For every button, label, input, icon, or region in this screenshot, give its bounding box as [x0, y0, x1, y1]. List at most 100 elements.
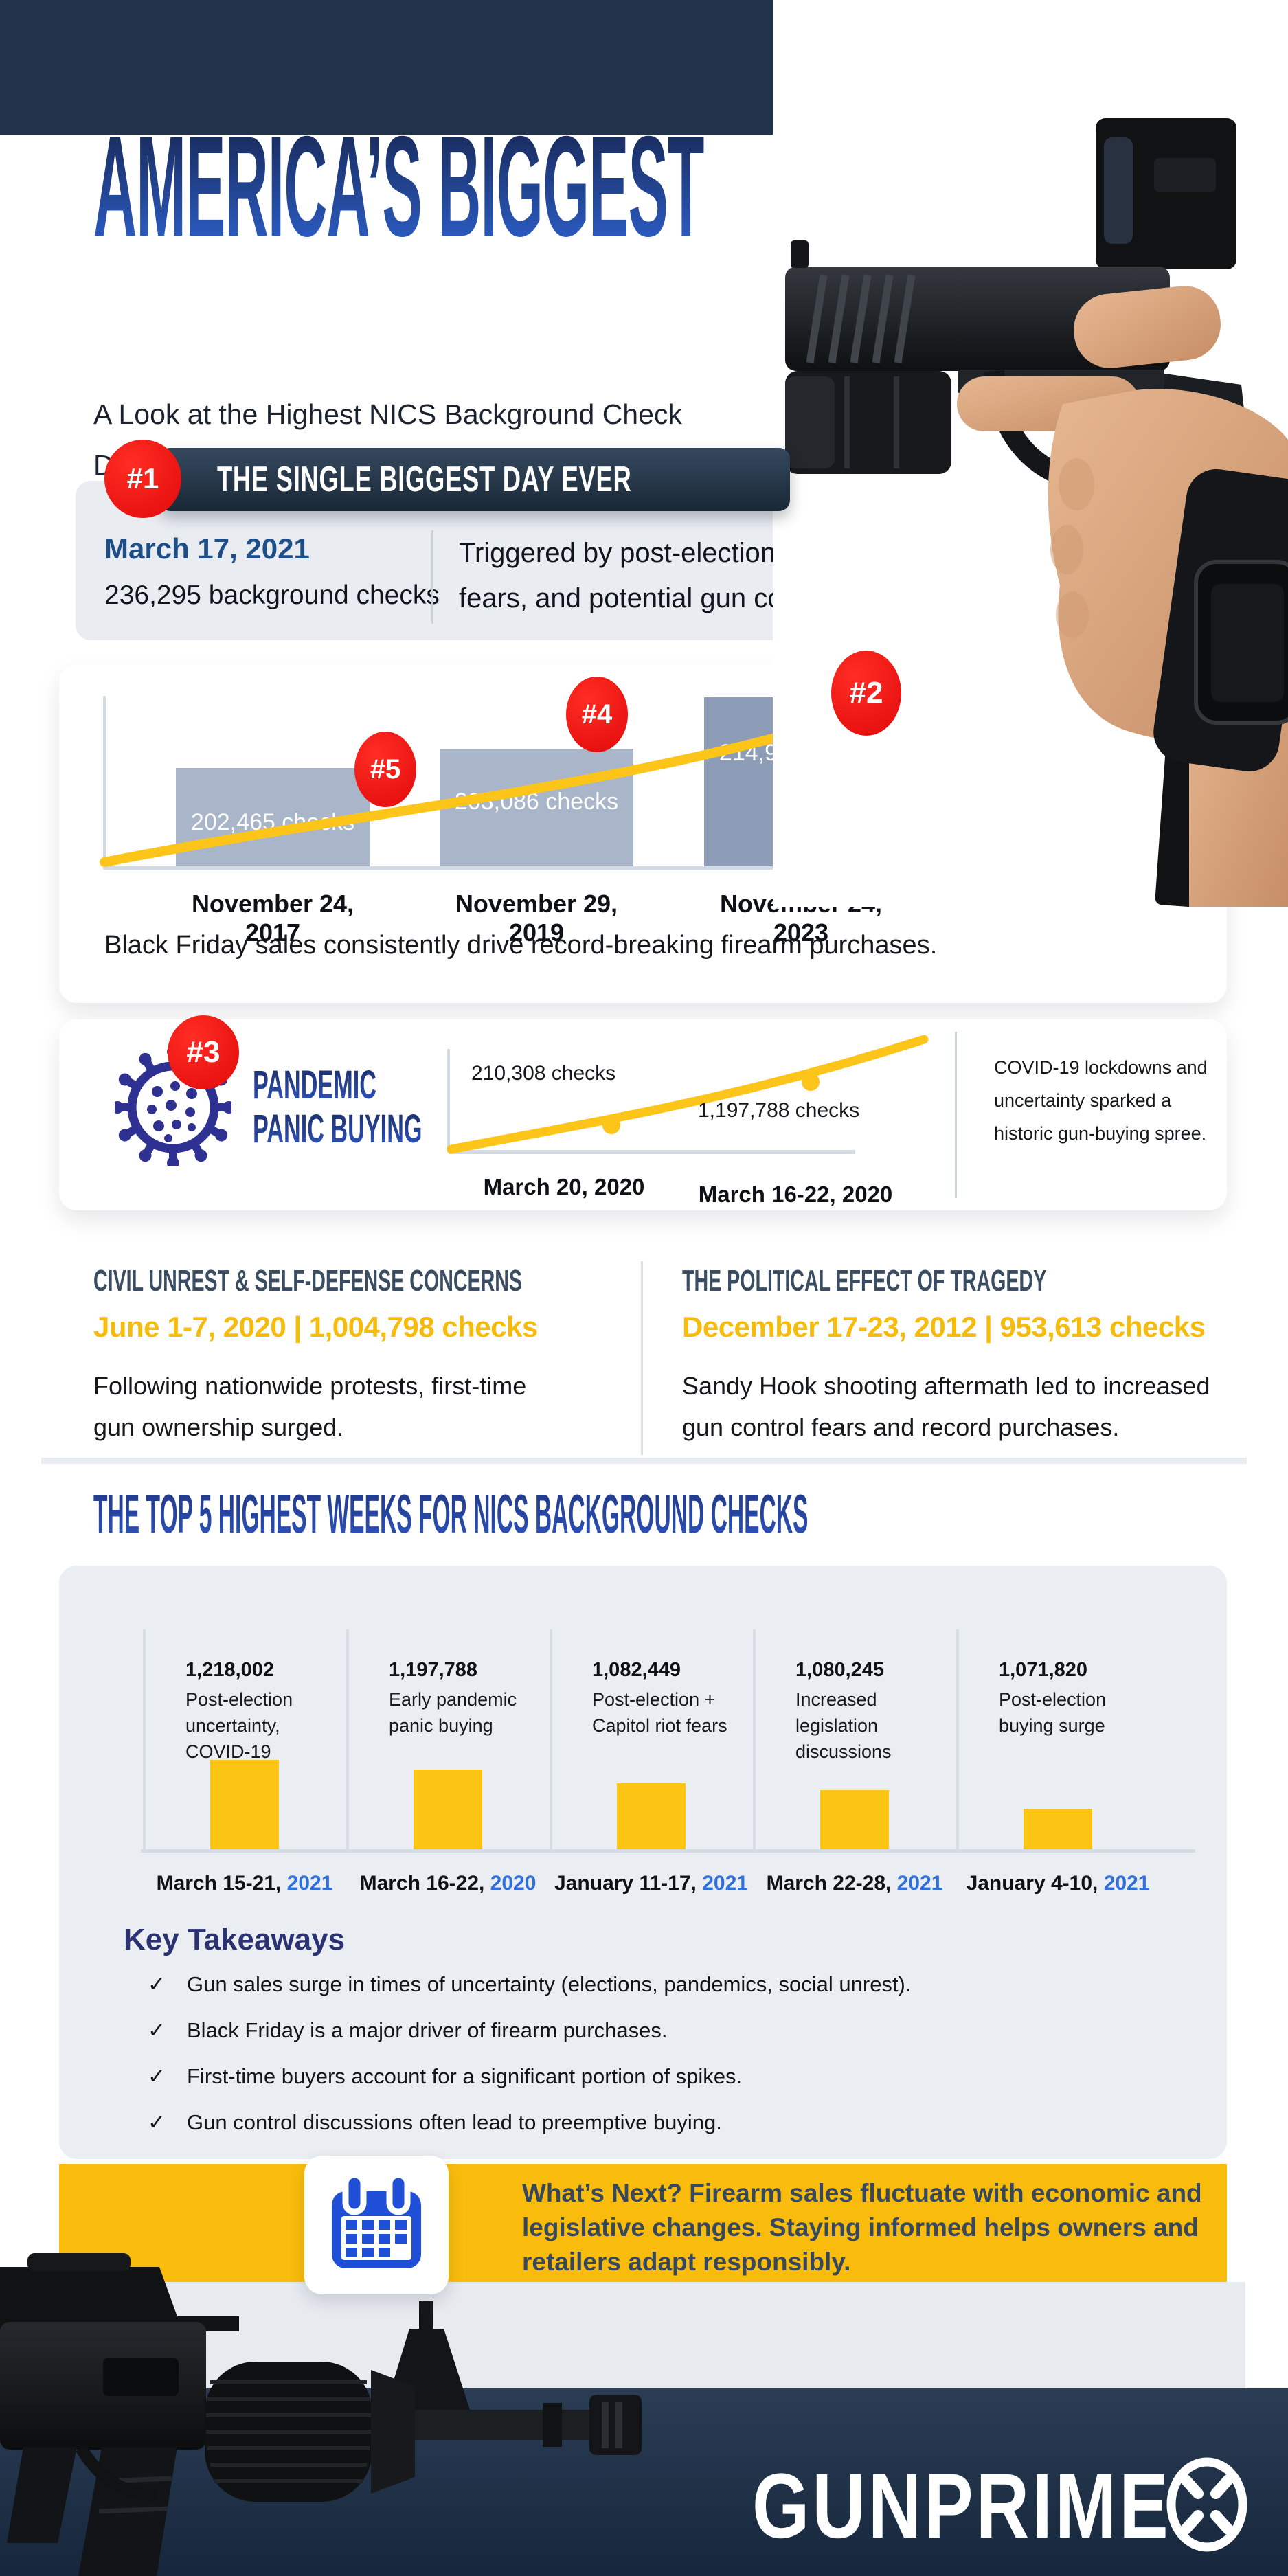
top5-date-1-prefix: March 15-21,	[156, 1872, 287, 1895]
brand-wordmark: GUNPRIME	[752, 2461, 1276, 2553]
top5-bar-3	[617, 1783, 686, 1851]
top5-rank-3-text: 3	[633, 1565, 669, 1656]
single-biggest-day-stat: 236,295 background checks	[104, 580, 440, 610]
top5-bar-5	[1024, 1809, 1092, 1851]
top5-column-2: 2 1,197,788 Early pandemic panic buying …	[346, 1566, 550, 1909]
column-divider	[956, 1629, 959, 1851]
top5-date-3-year: 2021	[702, 1872, 748, 1895]
top5-date-1: March 15-21, 2021	[143, 1872, 346, 1895]
top5-date-3: January 11-17, 2021	[550, 1872, 753, 1895]
top5-date-5-year: 2021	[1103, 1872, 1150, 1895]
top5-date-2-prefix: March 16-22,	[359, 1872, 490, 1895]
civil-unrest-stat: June 1-7, 2020 | 1,004,798 checks	[93, 1311, 538, 1343]
takeaway-item-3: ✓ First-time buyers account for a signifi…	[148, 2064, 742, 2089]
top5-bar-1	[210, 1760, 279, 1851]
page-title-line2-text: GUN-BUYING SURGES	[93, 247, 698, 404]
top5-column-1: 1 1,218,002 Post-election uncertainty, C…	[143, 1566, 346, 1909]
black-friday-caption: Black Friday sales consistently drive re…	[104, 931, 938, 960]
top5-rank-3: 3	[550, 1570, 753, 1651]
top5-rank-4: 4	[753, 1570, 956, 1651]
single-biggest-day-banner: THE SINGLE BIGGEST DAY EVER	[159, 448, 790, 511]
top5-value-2: 1,197,788	[389, 1659, 478, 1681]
pandemic-card: #3 PANDEMIC PANIC BUYING 210,308 checks …	[59, 1015, 1227, 1210]
top5-bar-2	[414, 1770, 482, 1851]
tragedy-title-text: THE POLITICAL EFFECT OF TRAGEDY	[682, 1264, 1047, 1298]
top5-date-2: March 16-22, 2020	[346, 1872, 550, 1895]
top5-rank-5: 5	[956, 1570, 1160, 1651]
column-divider	[753, 1629, 756, 1851]
takeaway-item-1-text: Gun sales surge in times of uncertainty …	[187, 1972, 912, 1996]
rank-1-badge-text: #1	[126, 462, 159, 495]
top5-rank-5-text: 5	[1040, 1565, 1076, 1656]
rank-4-badge-text: #4	[581, 699, 613, 730]
top5-desc-5: Post-election buying surge	[999, 1689, 1107, 1736]
top5-value-5: 1,071,820	[999, 1659, 1088, 1681]
top5-baseline	[141, 1849, 1195, 1853]
takeaway-item-1: ✓ Gun sales surge in times of uncertainty…	[148, 1972, 911, 1997]
check-icon: ✓	[148, 2064, 166, 2088]
top5-date-5: January 4-10, 2021	[956, 1872, 1160, 1895]
column-divider	[143, 1629, 146, 1851]
pandemic-xlabel2: March 16-22, 2020	[698, 1182, 893, 1207]
pandemic-title-line1: PANDEMIC	[253, 1063, 376, 1107]
pistol-hand-photo	[773, 0, 1288, 907]
rank-2-badge-text: #2	[849, 676, 883, 710]
pandemic-xlabel1: March 20, 2020	[483, 1174, 645, 1199]
top5-rank-2-text: 2	[430, 1565, 466, 1656]
pandemic-line-chart	[447, 1035, 929, 1154]
top5-column-5: 5 1,071,820 Post-election buying surge J…	[956, 1566, 1160, 1909]
top5-date-4: March 22-28, 2021	[753, 1872, 956, 1895]
bar-2017-date: November 24, 2017	[191, 890, 354, 947]
bar-2017: 202,465 checks	[176, 768, 370, 866]
top5-column-3: 3 1,082,449 Post-election + Capitol riot…	[550, 1566, 753, 1909]
top5-heading: THE TOP 5 HIGHEST WEEKS FOR NICS BACKGRO…	[93, 1482, 1288, 1546]
top5-desc-4: Increased legislation discussions	[795, 1689, 892, 1762]
rank-4-badge: #4	[566, 677, 628, 752]
vertical-divider	[431, 530, 433, 624]
top5-date-1-year: 2021	[286, 1872, 333, 1895]
top5-value-4: 1,080,245	[795, 1659, 885, 1681]
brand-wordmark-text: GUNPRIME	[752, 2455, 1171, 2557]
page-title-line2: GUN-BUYING SURGES	[93, 256, 1288, 396]
top5-desc-1: Post-election uncertainty, COVID-19	[185, 1689, 293, 1762]
top5-desc-3: Post-election + Capitol riot fears	[592, 1689, 727, 1736]
takeaway-item-3-text: First-time buyers account for a signific…	[187, 2064, 743, 2088]
top5-heading-text: THE TOP 5 HIGHEST WEEKS FOR NICS BACKGRO…	[93, 1483, 809, 1544]
x-axis-line	[103, 866, 1206, 870]
whats-next-banner	[59, 2164, 1227, 2282]
check-icon: ✓	[148, 2110, 166, 2134]
single-biggest-day-banner-text: THE SINGLE BIGGEST DAY EVER	[217, 460, 632, 499]
bar-2019-date: November 29, 2019	[455, 890, 618, 947]
takeaway-item-2-text: Black Friday is a major driver of firear…	[187, 2018, 668, 2042]
top5-rank-2: 2	[346, 1570, 550, 1651]
rank-3-badge: #3	[168, 1015, 239, 1089]
takeaway-item-4: ✓ Gun control discussions often lead to p…	[148, 2110, 722, 2135]
calendar-icon	[332, 2173, 421, 2268]
vertical-divider	[641, 1261, 643, 1455]
top5-card: 1 1,218,002 Post-election uncertainty, C…	[59, 1566, 1227, 2159]
top5-date-4-year: 2021	[896, 1872, 943, 1895]
rank-1-badge: #1	[104, 440, 181, 518]
pandemic-title: PANDEMIC PANIC BUYING	[253, 1063, 540, 1151]
column-divider	[346, 1629, 349, 1851]
rank-5-badge-text: #5	[370, 754, 401, 784]
rank-3-badge-text: #3	[186, 1035, 221, 1069]
top5-column-4: 4 1,080,245 Increased legislation discus…	[753, 1566, 956, 1909]
top5-value-3: 1,082,449	[592, 1659, 681, 1681]
calendar-card	[304, 2156, 449, 2294]
tragedy-stat: December 17-23, 2012 | 953,613 checks	[682, 1311, 1206, 1343]
civil-unrest-title: CIVIL UNREST & SELF-DEFENSE CONCERNS	[93, 1264, 753, 1298]
takeaway-item-4-text: Gun control discussions often lead to pr…	[187, 2110, 722, 2134]
top5-date-5-prefix: January 4-10,	[966, 1872, 1104, 1895]
top5-date-2-year: 2020	[490, 1872, 536, 1895]
top5-value-1: 1,218,002	[185, 1659, 275, 1681]
whats-next-text: What’s Next? Firearm sales fluctuate wit…	[522, 2179, 1202, 2276]
bar-2019: 203,086 checks	[440, 749, 633, 866]
top5-date-3-prefix: January 11-17,	[554, 1872, 703, 1895]
pandemic-title-line2: PANIC BUYING	[253, 1107, 422, 1151]
section-divider	[41, 1458, 1247, 1464]
top5-rank-1-text: 1	[227, 1565, 262, 1656]
tragedy-title: THE POLITICAL EFFECT OF TRAGEDY	[682, 1264, 1243, 1298]
crosshair-logo-icon	[1166, 2457, 1247, 2552]
